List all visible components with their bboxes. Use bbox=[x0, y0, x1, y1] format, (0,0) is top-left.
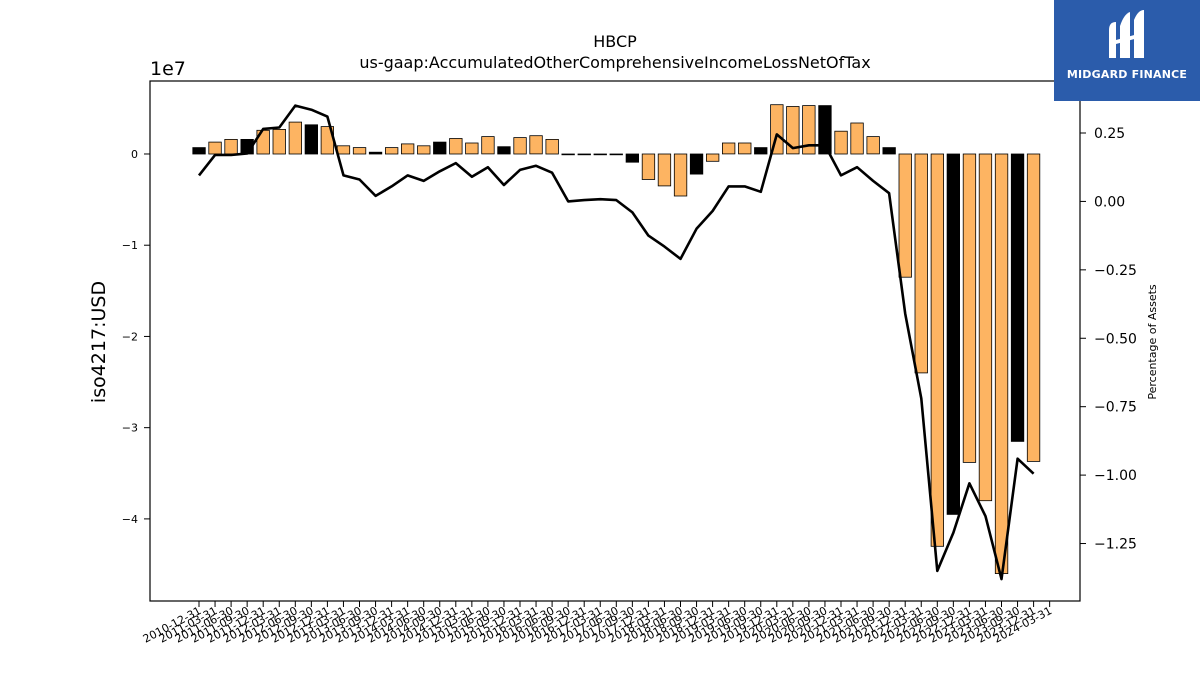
bar bbox=[497, 146, 511, 155]
bar bbox=[368, 151, 383, 155]
plot-frame bbox=[149, 80, 1081, 602]
bar bbox=[802, 105, 816, 155]
y-tick-label: 0 bbox=[131, 148, 138, 161]
bar bbox=[706, 153, 720, 162]
logo-text: MIDGARD FINANCE bbox=[1066, 68, 1188, 81]
y2-tick-label: −1.25 bbox=[1094, 537, 1137, 553]
bar bbox=[529, 135, 543, 155]
series-line bbox=[197, 104, 1035, 581]
bar bbox=[818, 105, 832, 155]
bar bbox=[641, 153, 656, 180]
bar bbox=[930, 153, 944, 547]
bar bbox=[208, 141, 222, 155]
bar bbox=[1026, 153, 1041, 462]
bar bbox=[898, 153, 912, 278]
bar bbox=[192, 147, 206, 155]
bar bbox=[288, 121, 303, 155]
bar bbox=[609, 153, 623, 156]
bar bbox=[786, 106, 800, 155]
y-tick-label: −3 bbox=[122, 422, 138, 435]
bar bbox=[224, 138, 238, 155]
bar bbox=[433, 141, 447, 155]
y2-tick-label: −0.25 bbox=[1094, 263, 1137, 279]
chart-title: HBCP bbox=[593, 32, 637, 51]
bar bbox=[449, 138, 463, 155]
bar bbox=[994, 153, 1009, 575]
bar bbox=[304, 124, 319, 155]
bar bbox=[513, 137, 527, 155]
bar bbox=[722, 142, 736, 155]
bar bbox=[689, 153, 704, 175]
bar bbox=[673, 153, 688, 197]
bar bbox=[850, 122, 864, 155]
bar bbox=[272, 128, 286, 155]
bar bbox=[866, 136, 880, 155]
bar bbox=[738, 142, 752, 155]
plot-area: −4 −3 −2 −1 0 −1.25 −1.00 −0.75 −0.50 −0.25 0.00 0.… bbox=[122, 104, 1137, 646]
bar bbox=[336, 145, 351, 155]
y2-axis-label: Percentage of Assets bbox=[1146, 284, 1159, 400]
y-tick-label: −1 bbox=[122, 239, 138, 252]
bar bbox=[754, 147, 768, 155]
bar bbox=[1010, 153, 1025, 442]
bar bbox=[657, 153, 672, 187]
bar bbox=[465, 142, 479, 155]
bar bbox=[914, 153, 928, 374]
y-axis-label: iso4217:USD bbox=[88, 281, 110, 403]
y-tick-label: −2 bbox=[122, 330, 138, 343]
bar bbox=[545, 138, 559, 155]
bar bbox=[417, 145, 431, 155]
chart-subtitle: us-gaap:AccumulatedOtherComprehensiveInc… bbox=[359, 53, 870, 72]
bar bbox=[834, 130, 848, 155]
y2-tick-label: −0.50 bbox=[1094, 331, 1137, 347]
bar bbox=[978, 153, 993, 502]
y2-tick-label: −0.75 bbox=[1094, 400, 1137, 416]
y2-tick-label: −1.00 bbox=[1094, 468, 1137, 484]
bar bbox=[481, 136, 495, 155]
bar bbox=[561, 153, 575, 156]
bar bbox=[593, 153, 607, 156]
y-scale-label: 1e7 bbox=[150, 58, 186, 80]
bar bbox=[882, 147, 896, 155]
brand-logo: MIDGARD FINANCE bbox=[1054, 0, 1200, 101]
bar bbox=[400, 143, 415, 155]
bar bbox=[946, 153, 960, 515]
bar bbox=[962, 153, 977, 463]
logo-mark-icon bbox=[1109, 10, 1144, 58]
y2-tick-label: 0.25 bbox=[1094, 126, 1125, 142]
y-tick-label: −4 bbox=[122, 513, 138, 526]
bar bbox=[384, 147, 399, 155]
bar bbox=[577, 153, 591, 156]
bar bbox=[625, 153, 639, 163]
bar bbox=[352, 147, 367, 155]
y2-tick-label: 0.00 bbox=[1094, 194, 1125, 210]
